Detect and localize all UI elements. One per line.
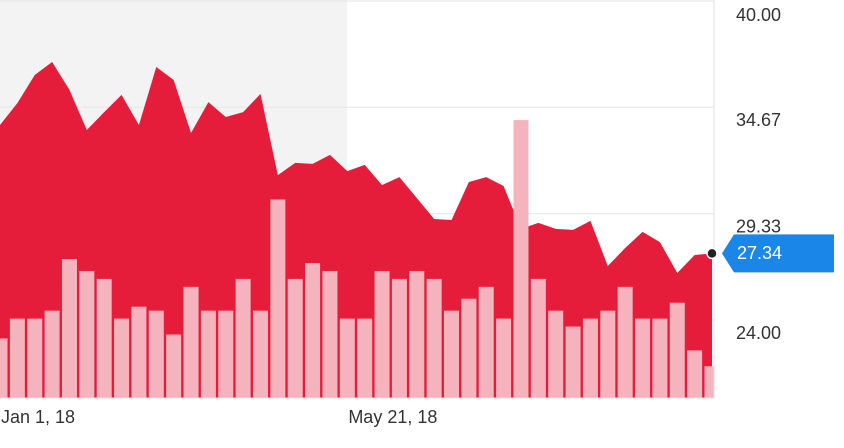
y-tick-label: 34.67 xyxy=(736,110,781,130)
volume-bar xyxy=(496,318,512,398)
volume-bar xyxy=(582,318,598,398)
volume-bar xyxy=(652,318,668,398)
volume-bar xyxy=(305,263,321,398)
volume-bar xyxy=(409,270,425,398)
volume-bar xyxy=(79,270,95,398)
volume-bar xyxy=(687,350,703,398)
volume-bar xyxy=(669,302,685,398)
y-tick-label: 40.00 xyxy=(736,5,781,25)
volume-bar xyxy=(0,338,8,398)
volume-bar xyxy=(513,120,529,398)
volume-bar xyxy=(27,318,43,398)
volume-bar xyxy=(131,306,147,398)
volume-bar xyxy=(61,259,77,398)
volume-bar xyxy=(530,278,546,398)
volume-bar xyxy=(617,286,633,398)
volume-bar xyxy=(322,270,338,398)
volume-bar xyxy=(339,318,355,398)
volume-bar xyxy=(270,199,286,398)
volume-bar xyxy=(252,310,268,398)
volume-bar xyxy=(235,278,251,398)
volume-bar xyxy=(200,310,216,398)
volume-bar xyxy=(183,286,199,398)
volume-bar xyxy=(391,278,407,398)
volume-bar xyxy=(44,310,60,398)
labels: 40.00 34.67 29.33 24.00 Jan 1, 18 May 21, 18 2… xyxy=(1,5,834,427)
volume-bar xyxy=(704,366,714,398)
volume-bar xyxy=(600,310,616,398)
volume-bar xyxy=(444,310,460,398)
volume-bar xyxy=(565,326,581,398)
volume-bar xyxy=(287,278,303,398)
volume-bar xyxy=(478,286,494,398)
volume-bar xyxy=(166,334,182,398)
x-tick-label: Jan 1, 18 xyxy=(1,407,75,427)
volume-bar xyxy=(461,298,477,398)
y-tick-label: 24.00 xyxy=(736,323,781,343)
y-tick-label: 29.33 xyxy=(736,217,781,237)
volume-bar xyxy=(114,318,130,398)
last-price-dot xyxy=(706,247,718,260)
last-price-label: 27.34 xyxy=(737,243,782,263)
volume-bar xyxy=(548,310,564,398)
volume-bar xyxy=(148,310,164,398)
volume-bar xyxy=(374,270,390,398)
volume-bar xyxy=(635,318,651,398)
plot xyxy=(0,62,714,398)
volume-bar xyxy=(9,318,25,398)
last-price-badge xyxy=(722,234,834,273)
volume-bar xyxy=(426,278,442,398)
volume-bar xyxy=(357,318,373,398)
x-tick-label: May 21, 18 xyxy=(348,407,437,427)
volume-bar xyxy=(218,310,234,398)
volume-bar xyxy=(96,278,112,398)
